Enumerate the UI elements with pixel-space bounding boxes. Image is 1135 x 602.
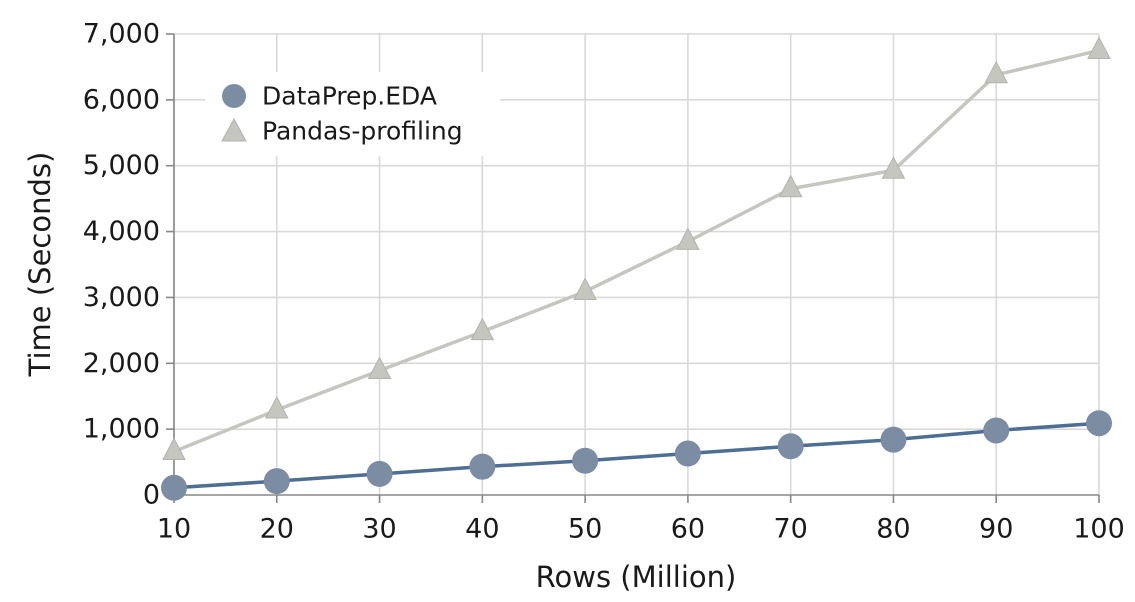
data-point-pandas — [778, 174, 803, 198]
x-tick-label: 100 — [1073, 514, 1125, 545]
data-point-pandas — [162, 437, 186, 461]
data-point-pandas — [573, 277, 597, 300]
data-point-pandas — [264, 395, 289, 419]
data-point-dataprep — [572, 447, 599, 474]
x-tick-label: 50 — [568, 514, 602, 545]
y-tick-label: 2,000 — [83, 348, 160, 379]
series-line-dataprep — [173, 421, 1100, 490]
x-tick-label: 70 — [773, 514, 807, 545]
legend-label-pandas: Pandas-profiling — [262, 117, 463, 146]
data-point-dataprep — [161, 474, 187, 501]
legend-marker-dataprep — [222, 84, 246, 108]
data-point-dataprep — [880, 426, 907, 453]
x-tick-label: 10 — [157, 514, 191, 545]
legend: DataPrep.EDA Pandas-profiling — [205, 72, 500, 156]
y-tick-label: 4,000 — [83, 216, 160, 247]
y-tick-label: 7,000 — [83, 19, 160, 50]
data-point-dataprep — [1086, 410, 1112, 437]
series-line-pandas — [173, 48, 1100, 454]
axes: 0 1,000 2,000 3,000 4,000 5,000 6,000 7,000 10 20… — [83, 19, 1125, 545]
legend-background — [205, 72, 500, 156]
x-axis-title: Rows (Million) — [536, 560, 737, 594]
plot-area — [161, 36, 1112, 501]
data-point-dataprep — [263, 468, 290, 495]
x-tick-label: 60 — [671, 514, 705, 545]
legend-marker-pandas — [221, 117, 247, 142]
data-point-pandas — [984, 60, 1009, 84]
y-tick-label: 6,000 — [83, 84, 160, 115]
y-axis-title: Time (Seconds) — [23, 152, 57, 378]
legend-label-dataprep: DataPrep.EDA — [262, 82, 437, 111]
data-point-pandas — [470, 317, 495, 341]
y-tick-label: 0 — [143, 480, 160, 511]
data-point-dataprep — [469, 453, 496, 480]
data-point-dataprep — [983, 417, 1010, 444]
x-tick-label: 40 — [465, 514, 499, 545]
y-tick-label: 5,000 — [83, 150, 160, 181]
data-point-pandas — [1087, 36, 1111, 59]
x-tick-label: 80 — [876, 514, 910, 545]
data-point-pandas — [367, 356, 392, 380]
data-point-pandas — [676, 227, 700, 250]
y-tick-label: 1,000 — [83, 414, 160, 445]
y-tick-label: 3,000 — [83, 282, 160, 313]
data-point-dataprep — [674, 440, 701, 467]
data-point-pandas — [881, 156, 906, 179]
data-point-dataprep — [777, 433, 804, 460]
x-tick-label: 20 — [260, 514, 294, 545]
x-tick-label: 30 — [362, 514, 396, 545]
data-point-dataprep — [366, 460, 393, 487]
x-tick-label: 90 — [979, 514, 1013, 545]
